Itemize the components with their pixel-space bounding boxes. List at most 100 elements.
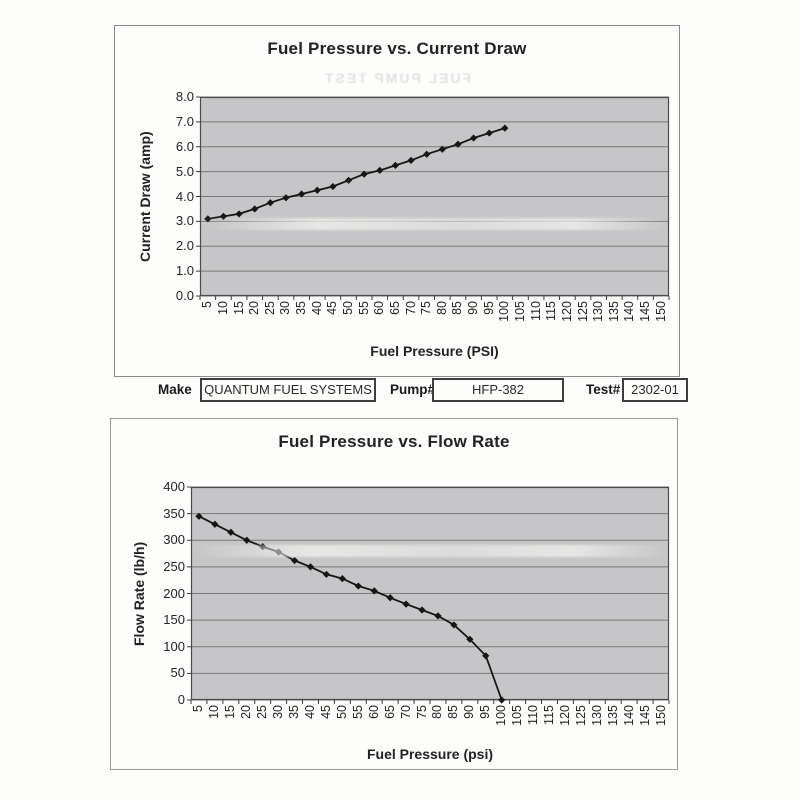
x-tick-label: 75: [419, 301, 435, 315]
x-tick-label: 125: [573, 705, 589, 726]
plot-area: [187, 486, 670, 704]
data-point-marker: [498, 696, 506, 704]
data-point-marker: [485, 129, 493, 137]
x-tick-label: 60: [366, 705, 382, 719]
x-tick-label: 105: [510, 705, 526, 726]
y-tick-label: 400: [163, 479, 185, 494]
x-tick-label: 70: [403, 301, 419, 315]
make-label: Make: [158, 382, 192, 397]
x-tick-label-text: 110: [528, 301, 543, 321]
data-point-marker: [259, 543, 267, 551]
x-tick-label: 140: [621, 705, 637, 726]
x-tick-label-text: 5: [200, 301, 215, 308]
x-tick-label: 100: [497, 301, 513, 322]
x-axis-title: Fuel Pressure (psi): [366, 746, 494, 762]
x-tick-label-text: 65: [387, 301, 402, 315]
x-tick-label-text: 50: [334, 705, 349, 719]
x-tick-label: 75: [414, 705, 430, 719]
x-tick-label: 25: [262, 301, 278, 315]
x-tick-label-text: 145: [638, 301, 653, 322]
x-tick-label-text: 145: [637, 705, 652, 726]
x-tick-label: 135: [606, 301, 622, 322]
x-tick-label: 20: [239, 705, 255, 719]
x-tick-label-text: 95: [478, 705, 493, 719]
data-point-marker: [376, 166, 384, 174]
x-tick-label: 130: [591, 301, 607, 322]
x-tick-label-text: 135: [605, 705, 620, 726]
x-tick-label-text: 90: [462, 705, 477, 719]
data-point-marker: [338, 574, 346, 583]
y-tick-label: 50: [170, 665, 185, 681]
x-tick-label: 65: [382, 705, 398, 719]
x-tick-label-text: 55: [356, 301, 371, 315]
x-tick-label-text: 50: [341, 301, 356, 315]
x-tick-label: 115: [542, 705, 558, 725]
x-tick-label: 85: [450, 301, 466, 315]
x-tick-label-text: 130: [591, 301, 606, 322]
y-tick-label: 150: [163, 612, 185, 628]
x-tick-label-text: 90: [466, 301, 481, 315]
data-point-marker: [438, 145, 446, 153]
data-point-marker: [386, 594, 394, 602]
data-point-marker: [501, 124, 509, 132]
x-tick-label: 90: [462, 705, 478, 719]
x-tick-label: 55: [350, 705, 366, 719]
x-tick-label-text: 35: [294, 301, 309, 315]
x-tick-label-text: 40: [309, 301, 324, 315]
x-tick-label-text: 15: [223, 705, 238, 719]
x-tick-label-text: 60: [366, 705, 381, 719]
data-point-marker: [391, 161, 400, 170]
x-tick-label: 80: [434, 301, 450, 315]
y-tick-label: 250: [163, 558, 185, 574]
x-tick-label-text: 30: [271, 705, 286, 719]
x-tick-label-text: 125: [575, 301, 590, 322]
chart-canvas: [187, 486, 670, 704]
x-tick-label-text: 130: [589, 705, 604, 726]
y-tick-label: 0.0: [175, 288, 194, 303]
data-point-marker: [434, 612, 442, 620]
data-point-marker: [469, 134, 478, 142]
y-tick-label: 100: [163, 638, 185, 654]
x-tick-label-text: 75: [414, 705, 429, 719]
x-tick-label: 5: [200, 301, 216, 308]
y-tick-label: 1.0: [175, 263, 194, 279]
x-tick-label: 30: [271, 705, 287, 719]
x-tick-label: 120: [559, 301, 575, 322]
x-tick-label-text: 5: [191, 705, 206, 712]
x-tick-label: 135: [605, 705, 621, 726]
x-tick-label: 15: [231, 301, 247, 315]
pump-number-value-box: HFP-382: [432, 378, 564, 402]
series-line: [198, 515, 503, 701]
x-tick-label: 105: [512, 301, 528, 322]
data-point-marker: [211, 520, 219, 528]
x-tick-label: 60: [372, 301, 388, 315]
x-tick-label-text: 70: [398, 705, 413, 719]
x-tick-label-text: 20: [239, 705, 254, 719]
y-tick-label: 350: [163, 505, 185, 521]
x-tick-label: 95: [481, 301, 497, 315]
y-tick-label: 2.0: [175, 238, 194, 254]
data-point-marker: [482, 652, 490, 660]
x-tick-label: 10: [207, 705, 223, 719]
x-tick-label-text: 100: [494, 705, 509, 726]
x-tick-label-text: 135: [606, 301, 621, 322]
x-tick-label: 25: [255, 705, 271, 719]
data-point-marker: [344, 176, 353, 184]
x-tick-label: 5: [191, 705, 207, 712]
x-tick-label: 145: [637, 705, 653, 726]
x-tick-label-text: 80: [434, 301, 449, 315]
current-draw-chart: FUEL PUMP TEST Fuel Pressure vs. Current…: [114, 25, 680, 377]
data-point-marker: [266, 199, 274, 207]
x-tick-label: 150: [653, 705, 669, 726]
y-tick-label: 6.0: [175, 138, 194, 154]
test-number-label: Test#: [586, 382, 621, 397]
plot-border: [190, 486, 670, 701]
x-tick-label: 45: [325, 301, 341, 315]
x-tick-label: 90: [466, 301, 482, 315]
data-point-marker: [354, 582, 362, 590]
x-tick-label: 120: [557, 705, 573, 726]
x-tick-label: 50: [341, 301, 357, 315]
x-tick-label-text: 85: [450, 301, 465, 315]
x-tick-label-text: 35: [287, 705, 302, 719]
x-tick-label-text: 85: [446, 705, 461, 719]
